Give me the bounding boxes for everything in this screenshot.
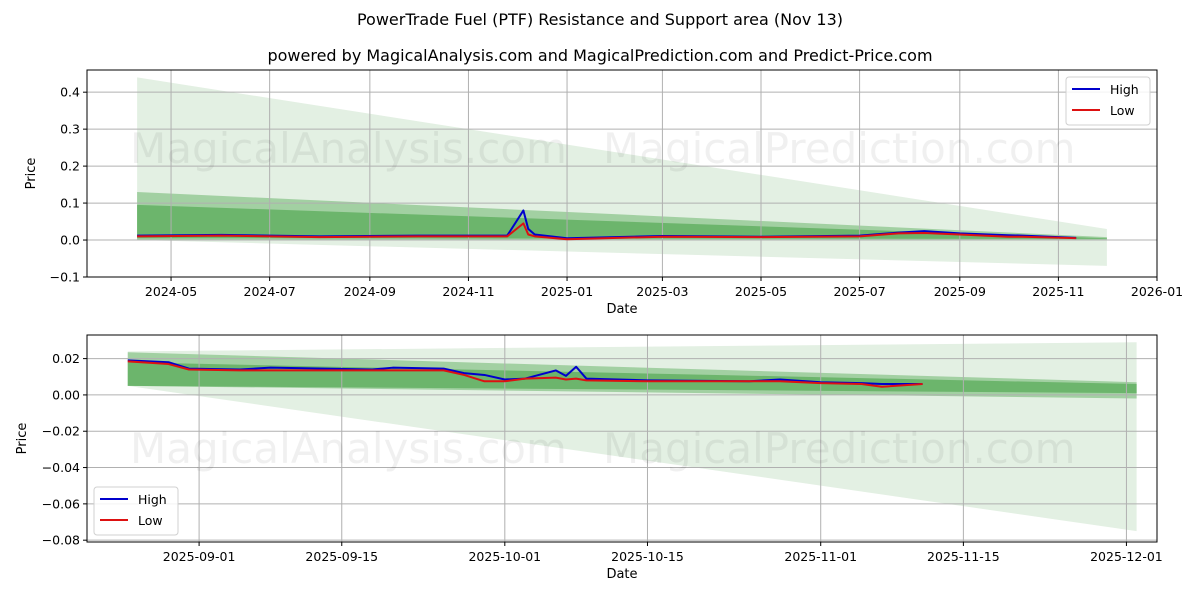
x-tick-label: 2024-05 — [145, 284, 197, 299]
x-tick-label: 2026-01 — [1131, 284, 1183, 299]
x-tick-label: 2025-09-15 — [305, 549, 378, 564]
watermark: MagicalAnalysis.com — [130, 124, 567, 173]
plot-frame — [86, 334, 1158, 543]
plot-frame — [86, 69, 1158, 278]
x-tick-label: 2024-11 — [442, 284, 494, 299]
legend-label-high: High — [138, 492, 167, 507]
x-tick-label: 2025-12-01 — [1090, 549, 1163, 564]
y-tick-label: 0.0 — [60, 233, 80, 248]
x-tick-label: 2025-09 — [934, 284, 986, 299]
y-tick-label: 0.4 — [60, 85, 80, 100]
chart-title: PowerTrade Fuel (PTF) Resistance and Sup… — [356, 10, 844, 29]
x-tick-label: 2025-10-01 — [468, 549, 541, 564]
y-tick-label: −0.04 — [42, 460, 80, 475]
y-tick-label: −0.1 — [50, 270, 80, 285]
chart-subtitle: powered by MagicalAnalysis.com and Magic… — [267, 46, 933, 65]
x-tick-label: 2025-11-01 — [784, 549, 857, 564]
watermark: MagicalPrediction.com — [603, 124, 1076, 173]
x-tick-label: 2025-05 — [735, 284, 787, 299]
x-tick-label: 2025-10-15 — [611, 549, 684, 564]
y-tick-label: −0.08 — [42, 533, 80, 548]
y-tick-label: 0.00 — [52, 387, 80, 402]
bottom-price-chart: 2025-09-01 2025-09-15 2025-10-01 2025-10-15… — [15, 334, 1163, 582]
top-price-chart: 2024-05 2024-07 2024-09 2024-11 2025-01 2025-… — [24, 69, 1183, 317]
x-axis-label: Date — [606, 567, 637, 582]
series-low-line — [127, 360, 923, 388]
series-low-line — [137, 222, 1077, 241]
legend-label-high: High — [1110, 82, 1139, 97]
legend: High Low — [1065, 76, 1151, 126]
x-tick-label: 2025-09-01 — [163, 549, 236, 564]
band-inner — [137, 204, 1107, 239]
legend-label-low: Low — [1110, 103, 1135, 118]
x-tick-label: 2025-11 — [1032, 284, 1084, 299]
x-tick-label: 2025-03 — [636, 284, 688, 299]
y-tick-label: −0.02 — [42, 424, 80, 439]
x-axis-label: Date — [606, 302, 637, 317]
legend: High Low — [93, 486, 179, 536]
x-tick-label: 2024-09 — [344, 284, 396, 299]
y-tick-label: −0.06 — [42, 496, 80, 511]
watermark: MagicalAnalysis.com — [130, 424, 567, 473]
y-axis-label: Price — [15, 423, 30, 455]
y-tick-label: 0.2 — [60, 159, 80, 174]
y-tick-label: 0.02 — [52, 351, 80, 366]
watermark: MagicalPrediction.com — [603, 424, 1076, 473]
x-tick-label: 2025-01 — [541, 284, 593, 299]
x-tick-label: 2025-11-15 — [927, 549, 1000, 564]
y-tick-label: 0.1 — [60, 196, 80, 211]
y-tick-label: 0.3 — [60, 122, 80, 137]
y-axis-label: Price — [24, 158, 39, 190]
x-tick-label: 2025-07 — [833, 284, 885, 299]
x-tick-label: 2024-07 — [244, 284, 296, 299]
legend-label-low: Low — [138, 513, 163, 528]
